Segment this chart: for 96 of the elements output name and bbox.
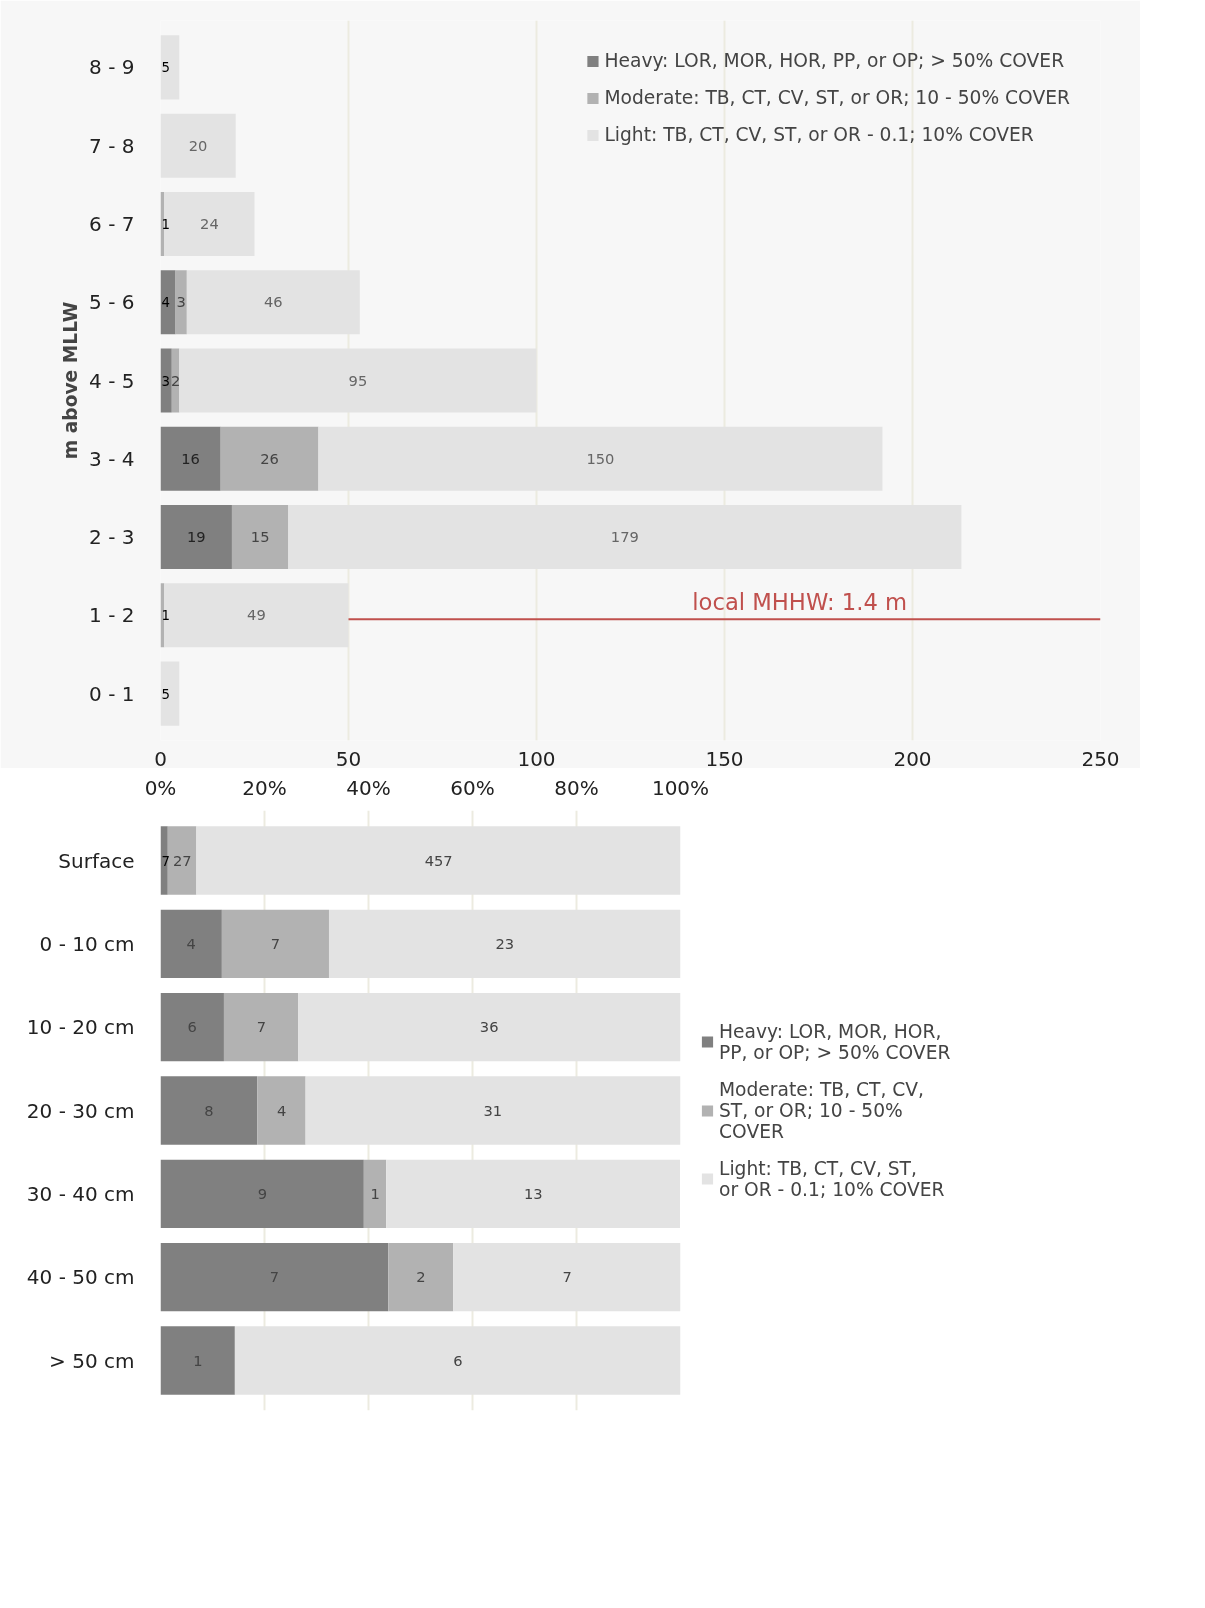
data-label: 3 — [176, 293, 186, 311]
legend-label: Moderate: TB, CT, CV, ST, or OR; 10 - 50% COVER — [604, 87, 1070, 108]
annotation: 6 — [187, 1018, 197, 1036]
x-tick-label: 100 — [517, 746, 556, 771]
y-tick-label: 0 - 1 — [89, 681, 135, 706]
x-tick-label: 50 — [335, 746, 362, 771]
y-tick-label: > 50 cm — [49, 1348, 135, 1373]
data-label: 15 — [250, 528, 270, 546]
annotation: 7 — [562, 1268, 572, 1286]
data-label: 5 — [161, 686, 170, 702]
annotation: 6 — [453, 1351, 463, 1369]
x-tick-label: 0 — [154, 746, 167, 771]
y-tick-label: 1 - 2 — [89, 603, 135, 628]
bar — [220, 426, 319, 491]
bar — [221, 909, 329, 978]
annotation: 9 — [257, 1184, 268, 1202]
legend-label: Heavy: LOR, MOR, HOR, PP, or OP; > 50% COVER — [719, 1020, 951, 1063]
y-tick-label: 4 - 5 — [89, 368, 135, 393]
data-label: 49 — [247, 606, 266, 624]
bar — [363, 1159, 387, 1228]
y-axis-title: m above MLLW — [60, 301, 82, 460]
bar — [167, 826, 197, 895]
ref-line-label: local MHHW: 1.4 m — [692, 589, 908, 616]
data-label: 179 — [610, 528, 639, 546]
annotation: 36 — [479, 1018, 499, 1036]
x-tick-label: 150 — [705, 746, 744, 771]
data-label: 20 — [188, 136, 208, 154]
data-label: 150 — [586, 449, 615, 467]
annotation: 23 — [495, 934, 515, 952]
annotation: 2 — [416, 1268, 426, 1286]
annotation: 31 — [483, 1101, 503, 1119]
annotation: 7 — [270, 934, 281, 952]
data-label: 5 — [161, 60, 170, 76]
data-label: 1 — [161, 608, 170, 624]
x-tick-label: 20% — [242, 775, 287, 800]
y-tick-label: 2 - 3 — [89, 525, 135, 550]
annotation: 4 — [277, 1101, 287, 1119]
bar — [231, 504, 289, 570]
bar — [257, 1076, 306, 1145]
x-tick-label: 60% — [450, 775, 495, 800]
bar — [160, 426, 221, 491]
x-tick-label: 80% — [554, 775, 599, 800]
bar — [160, 1076, 258, 1145]
y-tick-label: 3 - 4 — [89, 446, 135, 471]
bar — [160, 826, 168, 895]
bar — [388, 1243, 454, 1312]
bar — [160, 1159, 364, 1228]
bar — [160, 909, 222, 978]
x-tick-label: 250 — [1081, 746, 1120, 771]
data-label: 26 — [260, 449, 279, 467]
y-tick-label: 8 - 9 — [89, 55, 135, 80]
data-label: 1 — [161, 216, 170, 232]
x-tick-label: 40% — [346, 775, 391, 800]
legend-label: Light: TB, CT, CV, ST, or OR - 0.1; 10% COVER — [604, 124, 1034, 145]
legend-label: Heavy: LOR, MOR, HOR, PP, or OP; > 50% COVER — [604, 50, 1065, 71]
y-tick-label: 5 - 6 — [89, 290, 135, 315]
data-label: 2 — [170, 371, 181, 389]
data-label: 95 — [348, 371, 368, 389]
data-label: 24 — [200, 214, 219, 232]
data-label: 3 — [161, 373, 170, 389]
bar — [160, 1326, 235, 1395]
bar — [160, 270, 176, 335]
bar — [160, 348, 172, 413]
bar — [160, 993, 224, 1062]
annotation: 13 — [524, 1184, 543, 1202]
y-tick-label: 10 - 20 cm — [26, 1015, 135, 1040]
y-tick-label: Surface — [58, 848, 135, 873]
bar — [175, 270, 187, 335]
annotation: 457 — [424, 851, 453, 869]
data-label: 46 — [263, 293, 283, 311]
data-label: 16 — [181, 449, 200, 467]
annotation: 4 — [186, 934, 196, 952]
y-tick-label: 20 - 30 cm — [26, 1098, 135, 1123]
annotation: 8 — [204, 1101, 214, 1119]
data-label: 4 — [161, 295, 170, 311]
y-tick-label: 30 - 40 cm — [26, 1181, 135, 1206]
x-tick-label: 200 — [893, 746, 932, 771]
y-tick-label: 6 - 7 — [89, 211, 135, 236]
legend-label: Moderate: TB, CT, CV, ST, or OR; 10 - 50% COVER — [719, 1078, 925, 1142]
annotation: 27 — [173, 851, 192, 869]
y-tick-label: 40 - 50 cm — [26, 1265, 135, 1290]
y-tick-label: 7 - 8 — [89, 133, 135, 158]
annotation: 1 — [193, 1351, 203, 1369]
bar — [160, 504, 232, 570]
bar — [223, 993, 299, 1062]
y-tick-label: 0 - 10 cm — [39, 931, 135, 956]
bar — [160, 1243, 389, 1312]
x-tick-label: 100% — [651, 775, 710, 800]
annotation: 7 — [269, 1268, 280, 1286]
annotation: 7 — [161, 853, 170, 869]
bar — [164, 191, 255, 257]
data-label: 19 — [186, 528, 206, 546]
x-tick-label: 0% — [144, 775, 177, 800]
annotation: 1 — [370, 1184, 380, 1202]
legend-label: Light: TB, CT, CV, ST, or OR - 0.1; 10% COVER — [719, 1157, 945, 1200]
annotation: 7 — [256, 1018, 267, 1036]
